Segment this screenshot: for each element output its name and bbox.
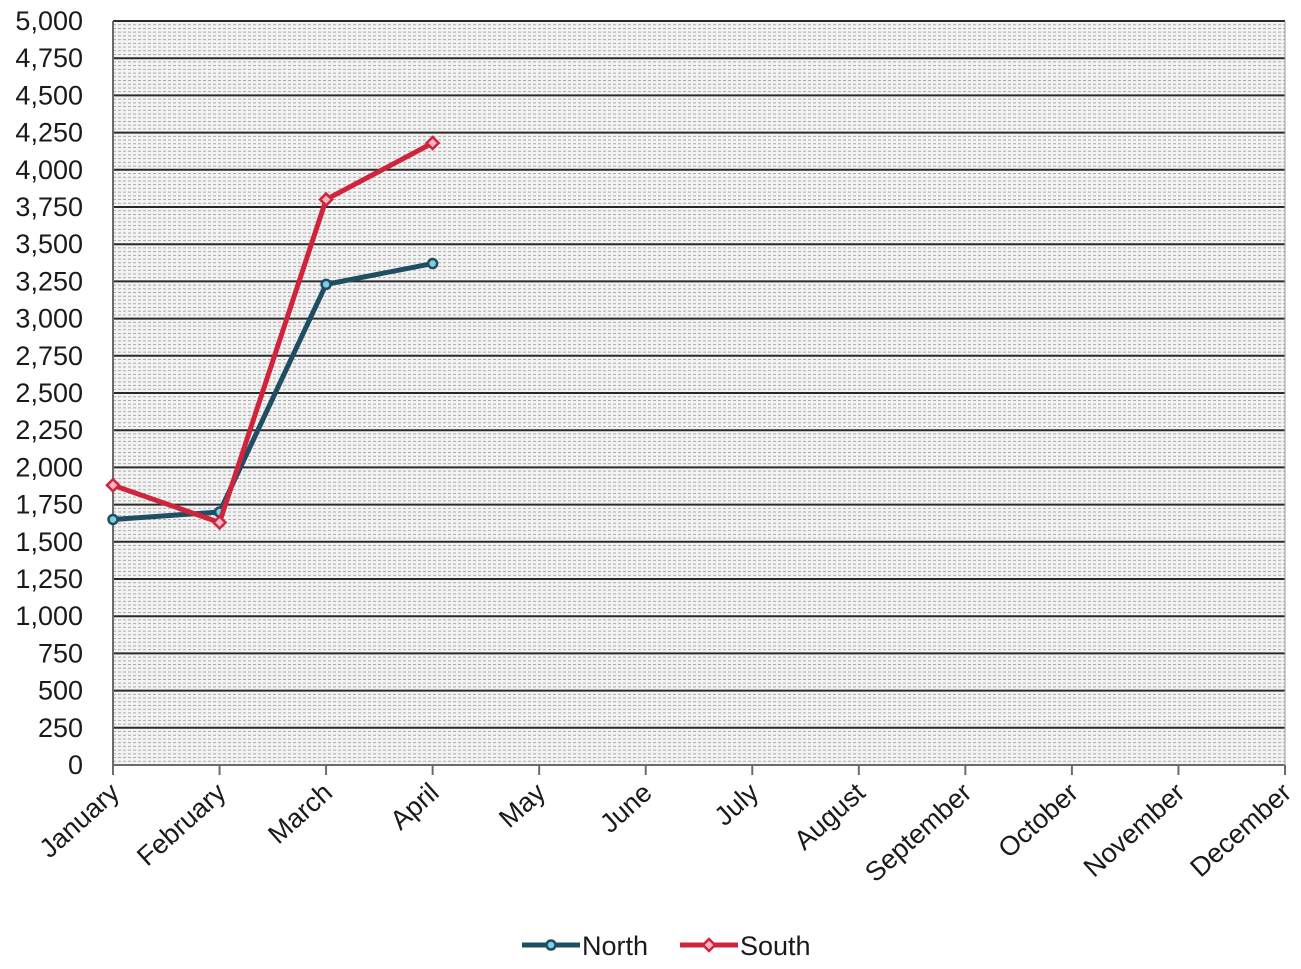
data-point [107, 513, 119, 526]
legend-item-south: South [680, 931, 811, 961]
y-tick-label: 4,750 [15, 43, 83, 73]
x-tick-label: March [262, 777, 338, 849]
y-tick-label: 1,000 [15, 601, 83, 631]
legend-label: North [582, 931, 648, 961]
y-tick-label: 500 [38, 676, 83, 706]
legend-label: South [740, 931, 811, 961]
x-tick-label: November [1078, 777, 1191, 883]
y-tick-label: 3,750 [15, 192, 83, 222]
legend-marker [701, 937, 717, 953]
series-south [105, 135, 441, 531]
legend-marker [545, 939, 557, 951]
x-tick-label: December [1184, 777, 1297, 883]
series-line [110, 261, 436, 522]
x-tick-label: August [788, 777, 871, 856]
data-point [320, 278, 332, 291]
x-tick-label: June [594, 777, 658, 838]
data-point [318, 191, 334, 208]
data-point [426, 257, 439, 270]
y-tick-label: 1,250 [15, 564, 83, 594]
data-point [424, 135, 441, 151]
x-tick-label: September [859, 777, 977, 888]
y-tick-label: 1,500 [15, 527, 83, 557]
x-tick-label: January [34, 777, 126, 864]
x-tick-label: April [384, 777, 444, 835]
gridlines [113, 20, 1285, 766]
y-tick-label: 2,500 [15, 378, 83, 408]
y-tick-label: 2,000 [15, 452, 83, 482]
y-tick-label: 4,500 [15, 80, 83, 110]
y-tick-label: 4,000 [15, 155, 83, 185]
data-point [105, 477, 121, 494]
series-line [110, 140, 436, 525]
y-tick-label: 2,750 [15, 341, 83, 371]
y-tick-label: 250 [38, 713, 83, 743]
y-tick-label: 0 [68, 750, 83, 780]
series [105, 135, 441, 531]
legend: North South [522, 931, 811, 961]
y-tick-label: 2,250 [15, 415, 83, 445]
y-tick-label: 3,000 [15, 304, 83, 334]
x-tick-label: October [992, 777, 1083, 864]
legend-item-north: North [522, 931, 648, 961]
y-tick-label: 5,000 [15, 6, 83, 36]
y-axis-tick-labels: 0 250 500 750 1,000 1,250 1,500 1,750 2,000 2,250… [15, 6, 83, 780]
y-tick-label: 3,500 [15, 229, 83, 259]
axes [112, 21, 1286, 775]
x-axis-tick-labels: January February March April May June July Augu… [34, 777, 1297, 888]
x-tick-label: February [131, 777, 232, 872]
y-tick-label: 4,250 [15, 118, 83, 148]
data-point [211, 514, 228, 531]
x-tick-label: May [493, 777, 551, 834]
y-tick-label: 1,750 [15, 490, 83, 520]
y-tick-label: 3,250 [15, 266, 83, 296]
x-tick-label: July [709, 777, 765, 832]
y-tick-label: 750 [38, 638, 83, 668]
